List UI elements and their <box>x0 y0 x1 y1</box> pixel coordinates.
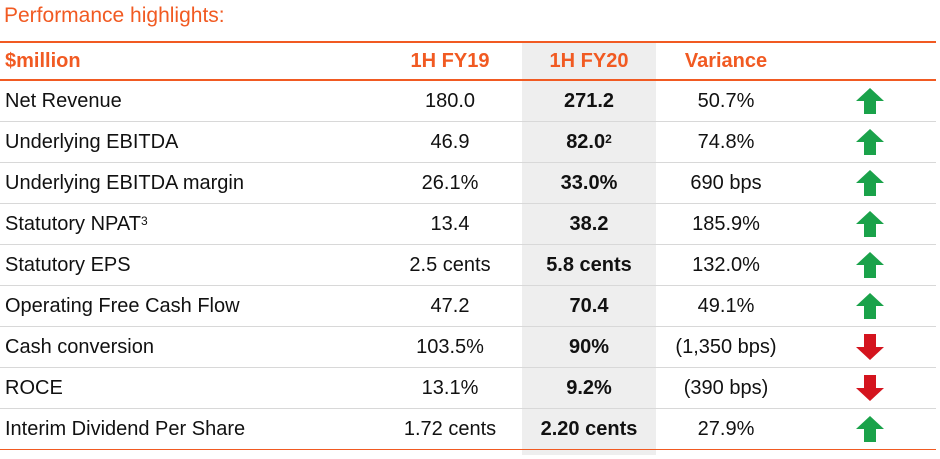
cell-1h-fy19: 13.1% <box>421 376 479 399</box>
cell-1h-fy20-value: 271.2 <box>563 89 615 112</box>
cell-1h-fy19: 2.5 cents <box>409 253 491 276</box>
cell-1h-fy19: 1.72 cents <box>403 417 497 440</box>
row-label: Interim Dividend Per Share <box>5 409 245 449</box>
header-1h-fy20: 1H FY20 <box>549 50 629 72</box>
row-label-text: ROCE <box>5 376 63 399</box>
row-label-text: Operating Free Cash Flow <box>5 294 240 317</box>
row-label-text: Net Revenue <box>5 89 122 112</box>
cell-variance: 27.9% <box>697 417 755 440</box>
cell-1h-fy20-value: 82.0 <box>566 130 606 153</box>
cell-1h-fy20: 33.0% <box>522 163 656 203</box>
up-arrow-icon <box>852 81 888 121</box>
row-label-text: Underlying EBITDA margin <box>5 171 244 194</box>
cell-1h-fy19: 26.1% <box>421 171 479 194</box>
performance-table: $million 1H FY19 1H FY20 Variance Net Re… <box>0 41 936 455</box>
row-label-text: Cash conversion <box>5 335 154 358</box>
cell-variance: 185.9% <box>692 212 760 235</box>
row-label: Operating Free Cash Flow <box>5 286 240 326</box>
table-row: Cash conversion 103.5% 90% (1,350 bps) <box>0 327 936 368</box>
table-header: $million 1H FY19 1H FY20 Variance <box>0 41 936 81</box>
table-row: Statutory EPS 2.5 cents 5.8 cents 132.0% <box>0 245 936 286</box>
cell-1h-fy19: 46.9 <box>430 130 470 153</box>
table-row: ROCE 13.1% 9.2% (390 bps) <box>0 368 936 409</box>
header-1h-fy19: 1H FY19 <box>410 50 490 72</box>
row-label: ROCE <box>5 368 63 408</box>
cell-1h-fy20-value: 9.2% <box>566 376 612 399</box>
table-row: Statutory NPAT 3 13.4 38.2 185.9% <box>0 204 936 245</box>
header-variance: Variance <box>684 50 768 72</box>
row-label-text: Statutory NPAT <box>5 212 141 235</box>
row-label: Underlying EBITDA margin <box>5 163 244 203</box>
cell-1h-fy19: 47.2 <box>430 294 470 317</box>
up-arrow-icon <box>852 286 888 326</box>
cell-variance: 74.8% <box>697 130 755 153</box>
cell-1h-fy20-value: 38.2 <box>569 212 609 235</box>
cell-variance: 132.0% <box>692 253 760 276</box>
fy20-column-shading <box>522 43 656 455</box>
cell-1h-fy20: 90% <box>522 327 656 367</box>
cell-1h-fy19: 13.4 <box>430 212 470 235</box>
cell-variance: 690 bps <box>690 171 762 194</box>
header-unit: $million <box>5 50 81 72</box>
cell-1h-fy20: 82.0 2 <box>522 122 656 162</box>
up-arrow-icon <box>852 409 888 449</box>
cell-1h-fy20: 9.2% <box>522 368 656 408</box>
down-arrow-icon <box>852 368 888 408</box>
page-title: Performance highlights: <box>4 4 225 27</box>
row-label-text: Statutory EPS <box>5 253 131 276</box>
cell-1h-fy20: 271.2 <box>522 81 656 121</box>
up-arrow-icon <box>852 163 888 203</box>
up-arrow-icon <box>852 245 888 285</box>
up-arrow-icon <box>852 122 888 162</box>
cell-1h-fy20-value: 33.0% <box>560 171 618 194</box>
table-row: Underlying EBITDA 46.9 82.0 2 74.8% <box>0 122 936 163</box>
cell-variance: (390 bps) <box>683 376 769 399</box>
table-row: Underlying EBITDA margin 26.1% 33.0% 690 bp… <box>0 163 936 204</box>
row-label-text: Underlying EBITDA <box>5 130 179 153</box>
footnote-marker: 3 <box>140 214 148 228</box>
cell-1h-fy20: 5.8 cents <box>522 245 656 285</box>
row-label-text: Interim Dividend Per Share <box>5 417 246 440</box>
cell-1h-fy20: 2.20 cents <box>522 409 656 449</box>
table-row: Interim Dividend Per Share 1.72 cents 2.20… <box>0 409 936 450</box>
cell-1h-fy19: 180.0 <box>424 89 476 112</box>
cell-variance: 50.7% <box>697 89 755 112</box>
row-label: Statutory NPAT 3 <box>5 204 148 244</box>
row-label: Cash conversion <box>5 327 154 367</box>
cell-variance: (1,350 bps) <box>675 335 777 358</box>
up-arrow-icon <box>852 204 888 244</box>
cell-1h-fy20-value: 90% <box>568 335 610 358</box>
cell-1h-fy20: 70.4 <box>522 286 656 326</box>
table-body: Net Revenue 180.0 271.2 50.7% Underlying EBI… <box>0 81 936 450</box>
footnote-marker: 2 <box>605 132 612 146</box>
row-label: Underlying EBITDA <box>5 122 178 162</box>
cell-1h-fy20: 38.2 <box>522 204 656 244</box>
cell-1h-fy20-value: 5.8 cents <box>546 253 632 276</box>
cell-1h-fy20-value: 2.20 cents <box>540 417 638 440</box>
cell-variance: 49.1% <box>697 294 755 317</box>
row-label: Statutory EPS <box>5 245 131 285</box>
cell-1h-fy20-value: 70.4 <box>569 294 609 317</box>
down-arrow-icon <box>852 327 888 367</box>
row-label: Net Revenue <box>5 81 122 121</box>
table-row: Operating Free Cash Flow 47.2 70.4 49.1% <box>0 286 936 327</box>
cell-1h-fy19: 103.5% <box>416 335 484 358</box>
table-row: Net Revenue 180.0 271.2 50.7% <box>0 81 936 122</box>
